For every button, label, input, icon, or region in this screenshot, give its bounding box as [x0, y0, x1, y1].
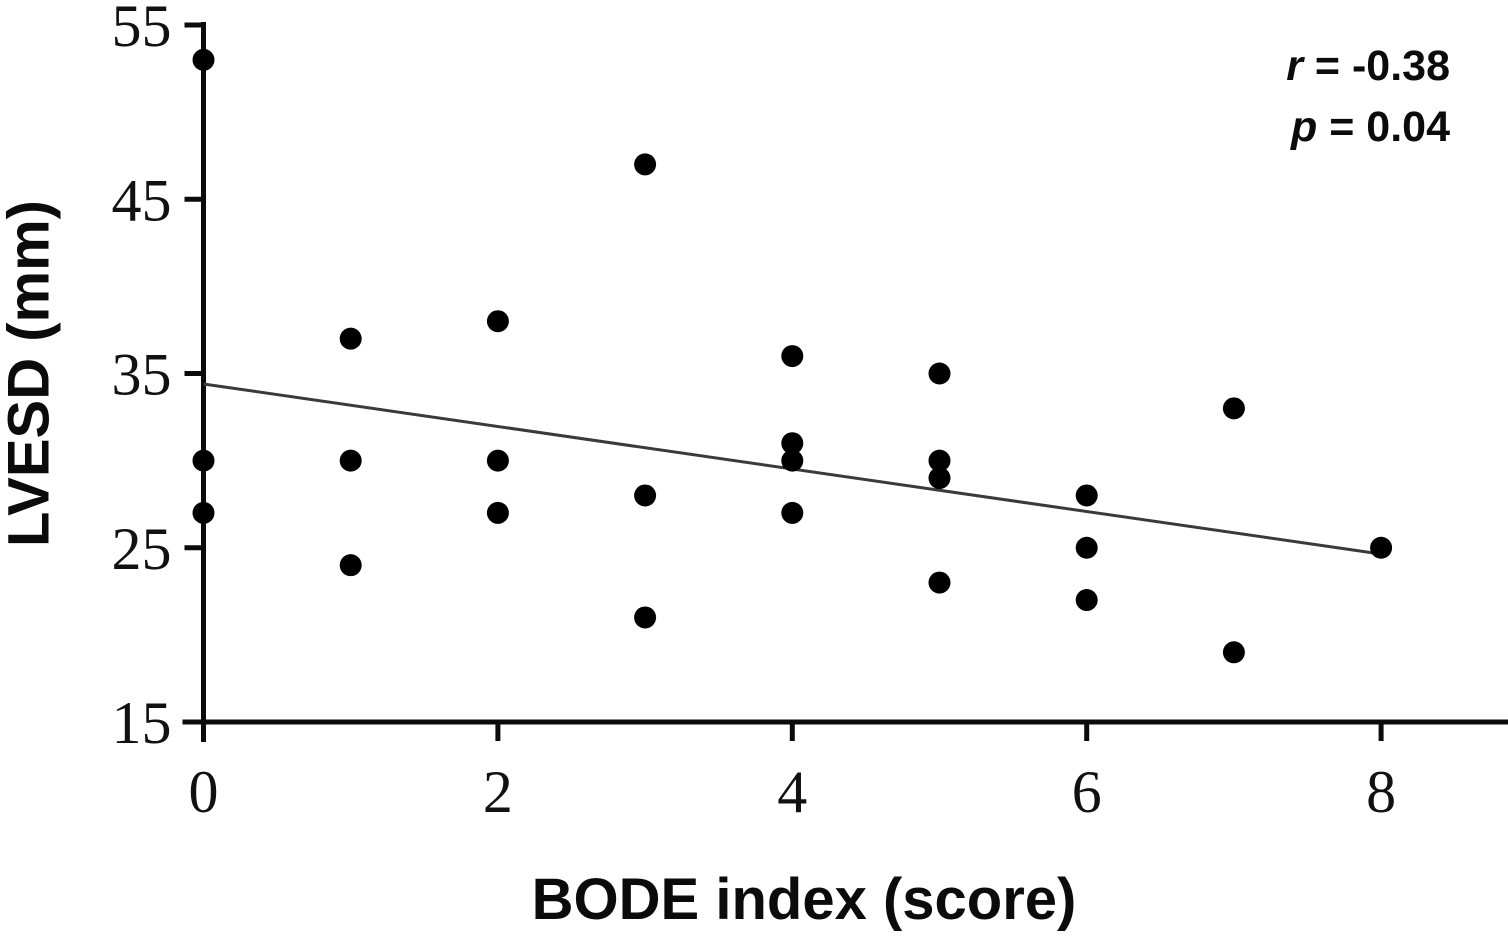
data-point [928, 571, 951, 594]
correlation-stats: r = -0.38 p = 0.04 [1286, 36, 1450, 158]
x-tick-label: 6 [1072, 759, 1102, 825]
data-point [1222, 641, 1245, 664]
x-tick-label: 2 [483, 759, 513, 825]
y-axis-title: LVESD (mm) [0, 200, 62, 547]
data-point [486, 310, 509, 333]
data-point [1222, 397, 1245, 420]
data-point [781, 501, 804, 524]
data-point [1075, 536, 1098, 559]
data-point [192, 449, 215, 472]
x-tick-label: 4 [777, 759, 807, 825]
x-tick-label: 8 [1366, 759, 1396, 825]
data-point [339, 554, 362, 577]
r-symbol: r [1286, 42, 1303, 90]
r-value: = -0.38 [1302, 42, 1450, 90]
data-point [634, 606, 657, 629]
data-point [339, 327, 362, 350]
data-point [928, 449, 951, 472]
data-point [1075, 589, 1098, 612]
data-point [192, 501, 215, 524]
x-axis-title: BODE index (score) [531, 867, 1077, 932]
y-tick-label: 25 [112, 516, 172, 582]
data-point [1370, 536, 1393, 559]
r-value-line: r = -0.38 [1286, 36, 1450, 97]
y-tick-label: 35 [112, 342, 172, 408]
data-point [781, 449, 804, 472]
data-point [634, 153, 657, 176]
data-point [781, 345, 804, 368]
p-value-line: p = 0.04 [1286, 97, 1450, 158]
data-point [339, 449, 362, 472]
data-point [192, 48, 215, 71]
p-symbol: p [1291, 103, 1318, 151]
data-point [928, 467, 951, 490]
data-point [634, 484, 657, 507]
data-point [486, 449, 509, 472]
y-tick-label: 15 [112, 690, 172, 756]
y-tick-label: 45 [112, 167, 172, 233]
data-point [928, 362, 951, 385]
data-point [1075, 484, 1098, 507]
x-tick-label: 0 [189, 759, 219, 825]
y-tick-label: 55 [112, 0, 172, 59]
p-value: = 0.04 [1317, 103, 1450, 151]
data-point [781, 432, 804, 455]
data-point [486, 501, 509, 524]
